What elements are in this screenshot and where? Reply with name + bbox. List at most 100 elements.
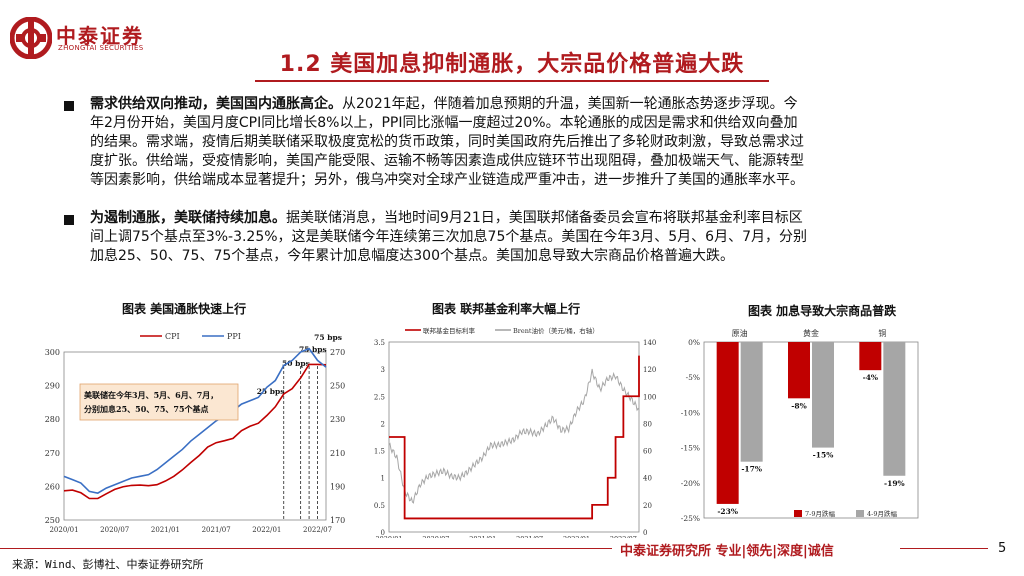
inflation-chart: 300 290 280 270 260 250 270 250 230 210 190 170 2020…	[45, 332, 346, 534]
footer-rule-left	[0, 548, 612, 549]
y-left-tick-label: 270	[45, 449, 60, 458]
x-tick-label: 2020/07	[422, 535, 449, 538]
x-tick-label: 2021/01	[469, 535, 496, 538]
bullet-text: 等因素影响，供给端成本显著提升；另外，俄乌冲突对全球产业链造成严重冲击，进一步推…	[90, 172, 804, 188]
fed-rate-chart: 3.532.521.510.501401201008060402002020/0…	[374, 326, 657, 538]
bar-jul-sep	[859, 342, 882, 371]
annotation-box	[79, 383, 239, 421]
x-tick-label: 2021/07	[516, 535, 543, 538]
bullet-lead: 为遏制通胀，美联储持续加息。	[90, 210, 286, 226]
plot-frame	[388, 341, 640, 533]
bar-data-label: -4%	[863, 373, 878, 382]
y-right-tick-label: 40	[643, 475, 652, 483]
y-left-tick-label: 3	[381, 366, 385, 374]
bullet-text: 度扩张。供给端，受疫情影响，美国产能受限、运输不畅等因素造成供应链环节出现阻碍，…	[90, 153, 804, 169]
category-label: 铜	[878, 328, 886, 338]
y-right-tick-label: 100	[643, 393, 656, 401]
legend-swatch	[856, 510, 864, 517]
y-right-tick-label: 190	[330, 482, 345, 491]
series-line-brent	[388, 368, 640, 504]
y-right-tick-label: 0	[643, 529, 647, 537]
bar-data-label: -19%	[884, 479, 905, 488]
bullet-text: 间上调75个基点至3%-3.25%，这是美联储今年连续第三次加息75个基点。美国…	[90, 229, 807, 245]
brand-logo-icon	[10, 17, 52, 59]
y-left-tick-label: 290	[45, 382, 60, 391]
legend-label: 7-9月跌幅	[805, 509, 835, 518]
plot-frame	[63, 351, 327, 521]
bullet-marker	[64, 215, 74, 225]
bullet-paragraph-cont: 年2月份开始，美国月度CPI同比增长8%以上，PPI同比涨幅一度超过20%。本轮…	[90, 114, 975, 190]
bar-jul-sep	[716, 342, 739, 504]
legend-label: Brent油价（美元/桶，右轴）	[513, 326, 599, 335]
y-tick-label: 0%	[688, 338, 700, 347]
y-right-tick-label: 20	[643, 502, 652, 510]
x-tick-label: 2020/01	[49, 526, 78, 534]
rate-hike-label: 50 bps	[282, 359, 310, 368]
legend-label: CPI	[165, 332, 180, 341]
y-tick-label: -10%	[681, 408, 700, 417]
y-right-tick-label: 250	[330, 382, 345, 391]
y-left-tick-label: 0.5	[374, 502, 385, 510]
y-left-tick-label: 1.5	[374, 448, 385, 456]
y-tick-label: -20%	[681, 479, 700, 488]
series-line-cpi	[63, 363, 327, 500]
rate-hike-label: 75 bps	[314, 333, 342, 342]
title-underline	[255, 80, 769, 82]
y-left-tick-label: 250	[45, 516, 60, 525]
bar-data-label: -23%	[717, 507, 738, 516]
commodity-chart: 0% -5% -10% -15% -20% -25% 原油 -23% -17% 黄金 -8% -15%…	[681, 328, 919, 523]
bar-data-label: -8%	[791, 401, 806, 410]
x-tick-label: 2022/01	[563, 535, 590, 538]
chart-title-commodities: 图表 加息导致大宗商品普跌	[748, 304, 897, 318]
bar-apr-sep	[740, 342, 763, 462]
category-label: 原油	[732, 328, 748, 338]
y-right-tick-label: 140	[643, 339, 656, 347]
chart-title-fed-rate: 图表 联邦基金利率大幅上行	[432, 302, 581, 316]
y-right-tick-label: 170	[330, 516, 345, 525]
series-line-ppi	[63, 347, 327, 494]
y-tick-label: -15%	[681, 444, 700, 453]
brand-name: 中泰证券	[56, 24, 144, 48]
y-left-tick-label: 260	[45, 482, 60, 491]
y-left-tick-label: 280	[45, 415, 60, 424]
x-tick-label: 2022/07	[303, 526, 332, 534]
y-right-tick-label: 230	[330, 415, 345, 424]
bullet-marker	[64, 101, 74, 111]
rate-hike-label: 75 bps	[299, 345, 327, 354]
y-tick-label: -25%	[681, 514, 700, 523]
y-right-tick-label: 80	[643, 420, 652, 428]
bullet-text: 从2021年起，伴随着加息预期的升温，美国新一轮通胀态势逐步浮现。今	[342, 96, 798, 112]
y-left-tick-label: 300	[45, 348, 60, 357]
legend-swatch	[794, 510, 802, 517]
footer-tagline: 中泰证券研究所 专业|领先|深度|诚信	[620, 544, 834, 559]
y-right-tick-label: 210	[330, 449, 345, 458]
footer-rule-right	[900, 548, 988, 549]
y-right-tick-label: 60	[643, 448, 652, 456]
legend-label: 4-9月跌幅	[867, 509, 897, 518]
series-line-fed-rate	[389, 355, 640, 520]
chart-title-inflation: 图表 美国通胀快速上行	[122, 302, 247, 316]
x-tick-label: 2021/01	[151, 526, 180, 534]
bar-apr-sep	[812, 342, 834, 448]
annotation-text: 分别加息25、50、75、75个基点	[84, 404, 209, 414]
plot-frame	[703, 341, 919, 519]
x-tick-label: 2020/07	[100, 526, 129, 534]
page-number: 5	[998, 541, 1007, 556]
y-right-tick-label: 120	[643, 366, 656, 374]
source-note: 来源：Wind、彭博社、中泰证券研究所	[12, 558, 204, 571]
y-left-tick-label: 1	[381, 475, 385, 483]
y-left-tick-label: 2.5	[374, 393, 385, 401]
bullet-text: 据美联储消息，当地时间9月21日，美国联邦储备委员会宣布将联邦基金利率目标区	[286, 210, 803, 226]
y-left-tick-label: 0	[381, 529, 385, 537]
bullet-lead: 需求供给双向推动，美国国内通胀高企。	[90, 96, 342, 112]
legend-label: 联邦基金目标利率	[423, 326, 476, 335]
bullet-text: 的结果。需求端，疫情后期美联储采取极度宽松的货币政策，同时美国政府先后推出了多轮…	[90, 134, 804, 150]
x-tick-label: 2022/07	[610, 535, 637, 538]
x-tick-label: 2020/01	[375, 535, 402, 538]
category-label: 黄金	[803, 328, 819, 338]
bullet-paragraph: 为遏制通胀，美联储持续加息。据美联储消息，当地时间9月21日，美国联邦储备委员会…	[90, 209, 975, 266]
y-tick-label: -5%	[686, 373, 700, 382]
legend-label: PPI	[227, 332, 241, 341]
bullet-text: 加息25、50、75、75个基点，今年累计加息幅度达300个基点。美国加息导致大…	[90, 248, 734, 264]
bar-data-label: -17%	[741, 465, 762, 474]
